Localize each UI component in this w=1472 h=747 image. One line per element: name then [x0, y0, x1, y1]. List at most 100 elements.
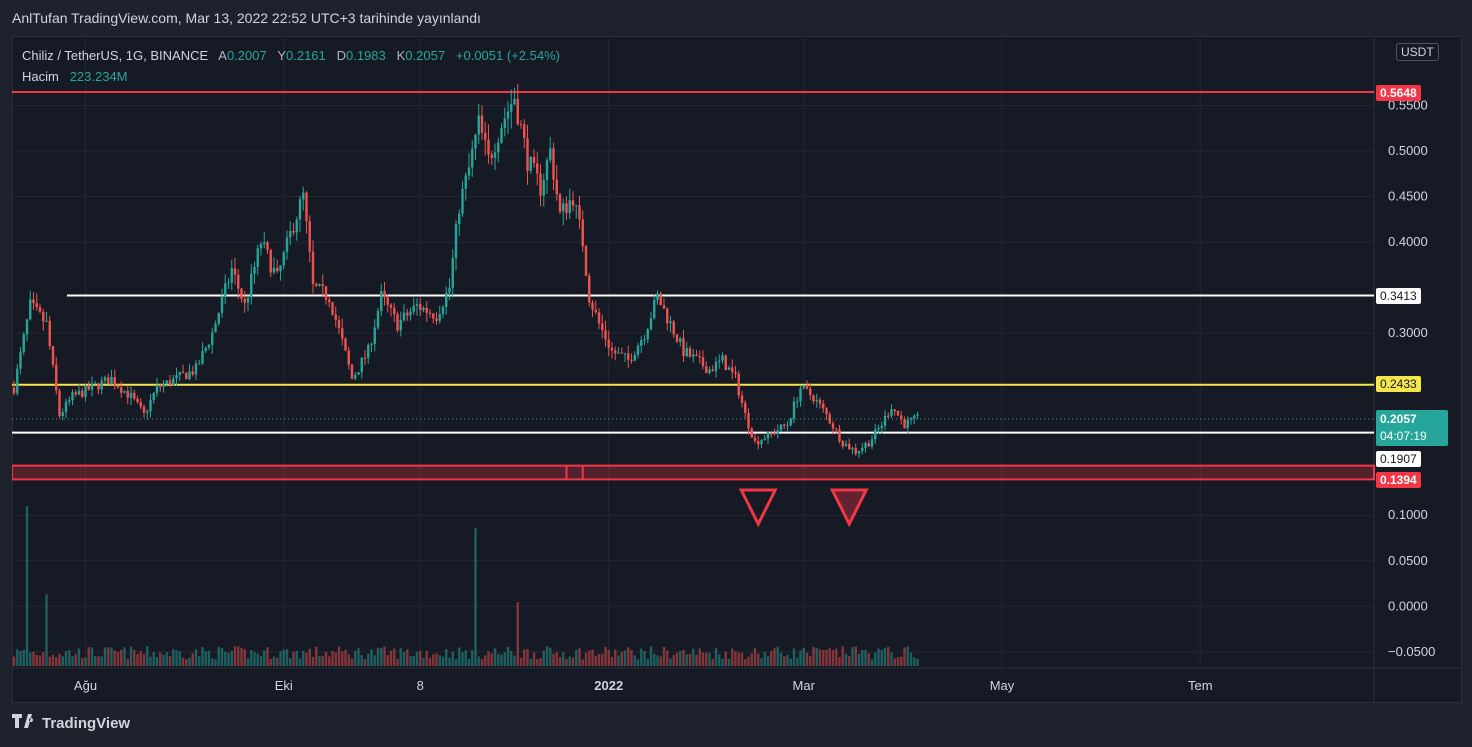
- candle-body: [90, 383, 94, 390]
- volume-bar: [311, 656, 315, 666]
- candle-body: [48, 320, 51, 346]
- volume-bar: [321, 655, 324, 666]
- volume-bar: [383, 646, 386, 666]
- candle-body: [354, 374, 357, 379]
- candle-body: [435, 318, 438, 321]
- candle-body: [776, 430, 779, 434]
- volume-bar: [874, 652, 877, 666]
- volume-bar: [731, 648, 734, 666]
- candle-body: [51, 345, 55, 365]
- volume-bar: [688, 654, 692, 666]
- candle-body: [285, 237, 289, 253]
- candle-body: [698, 356, 701, 358]
- candle-body: [207, 344, 211, 348]
- publisher-line: AnlTufan TradingView.com, Mar 13, 2022 2…: [12, 10, 481, 26]
- candle-body: [133, 392, 136, 399]
- volume-bar: [454, 658, 458, 666]
- volume-bar: [714, 648, 718, 666]
- candle-body: [321, 284, 324, 287]
- candle-body: [692, 354, 695, 357]
- candle-body: [630, 359, 633, 361]
- volume-bar: [773, 648, 776, 666]
- y-tick-label: 0.4000: [1388, 234, 1428, 249]
- volume-bar: [19, 650, 22, 666]
- volume-bar: [493, 648, 497, 666]
- volume-bar: [594, 655, 597, 666]
- volume-bar: [718, 654, 721, 666]
- candle-body: [425, 307, 428, 313]
- volume-bar: [438, 655, 441, 666]
- volume-bar: [376, 647, 380, 666]
- volume-bar: [640, 648, 643, 666]
- volume-bar: [12, 656, 16, 666]
- volume-label[interactable]: Hacim: [22, 69, 59, 84]
- volume-bar: [679, 651, 682, 666]
- candle-body: [77, 390, 81, 395]
- volume-bar: [887, 646, 890, 666]
- volume-bar: [854, 646, 857, 666]
- footer-brand[interactable]: TradingView: [12, 714, 130, 733]
- symbol-name[interactable]: Chiliz / TetherUS, 1G, BINANCE: [22, 48, 209, 63]
- volume-bar: [181, 657, 185, 666]
- volume-bar: [435, 653, 438, 666]
- candle-body: [298, 199, 302, 220]
- x-tick-label: Eki: [275, 678, 293, 693]
- candle-body: [61, 412, 64, 416]
- chart-svg[interactable]: 0.5500 0.5000 0.4500 0.4000 0.3000 0.1000 0.05…: [12, 36, 1462, 703]
- candle-body: [198, 363, 201, 365]
- volume-bar: [159, 652, 162, 666]
- volume-bar: [818, 649, 822, 666]
- volume-bar: [175, 650, 178, 666]
- volume-bar: [415, 651, 419, 666]
- volume-bar: [480, 659, 484, 666]
- volume-bar: [146, 646, 149, 666]
- volume-bar: [55, 657, 58, 666]
- volume-bar: [490, 653, 493, 666]
- badge-zone-bottom: 0.1394: [1376, 472, 1421, 488]
- volume-bar: [659, 656, 662, 666]
- candle-body: [168, 380, 172, 386]
- volume-bar: [864, 649, 867, 666]
- candle-body: [227, 282, 230, 284]
- candle-body: [757, 440, 760, 445]
- volume-bar: [506, 646, 510, 666]
- candle-body: [97, 383, 100, 390]
- close-value: 0.2057: [405, 48, 446, 63]
- candle-body: [783, 424, 786, 426]
- candle-body: [558, 194, 562, 212]
- candle-body: [744, 402, 747, 413]
- candle-body: [328, 299, 331, 303]
- volume-bar: [194, 649, 198, 666]
- volume-bar: [916, 658, 919, 666]
- volume-bar: [841, 646, 844, 666]
- volume-bar: [207, 650, 211, 666]
- badge-current-price: 0.2057 04:07:19: [1376, 410, 1448, 446]
- volume-bar: [185, 659, 188, 666]
- volume-bar: [565, 659, 568, 666]
- volume-bar: [331, 651, 334, 666]
- open-label: A: [218, 48, 227, 63]
- volume-bar: [126, 658, 129, 666]
- candle-body: [506, 111, 510, 119]
- volume-bar: [393, 648, 396, 666]
- chart-frame[interactable]: [12, 36, 1462, 703]
- candle-body: [393, 307, 396, 315]
- currency-badge[interactable]: USDT: [1396, 43, 1439, 61]
- candle-body: [204, 347, 207, 352]
- volume-bar: [211, 658, 214, 666]
- candle-body: [682, 338, 685, 357]
- y-tick-label: 0.0500: [1388, 553, 1428, 568]
- volume-bar: [269, 659, 272, 666]
- candle-body: [181, 371, 185, 374]
- volume-bar: [656, 655, 659, 666]
- candle-body: [731, 367, 734, 372]
- volume-bar: [467, 659, 471, 666]
- candle-body: [451, 258, 454, 288]
- volume-bar: [425, 650, 428, 666]
- candle-body: [614, 350, 617, 354]
- down-triangle-marker: [829, 488, 869, 528]
- volume-bar: [334, 652, 337, 666]
- candle-body: [584, 246, 588, 276]
- candle-body: [136, 398, 139, 403]
- candle-body: [623, 353, 627, 355]
